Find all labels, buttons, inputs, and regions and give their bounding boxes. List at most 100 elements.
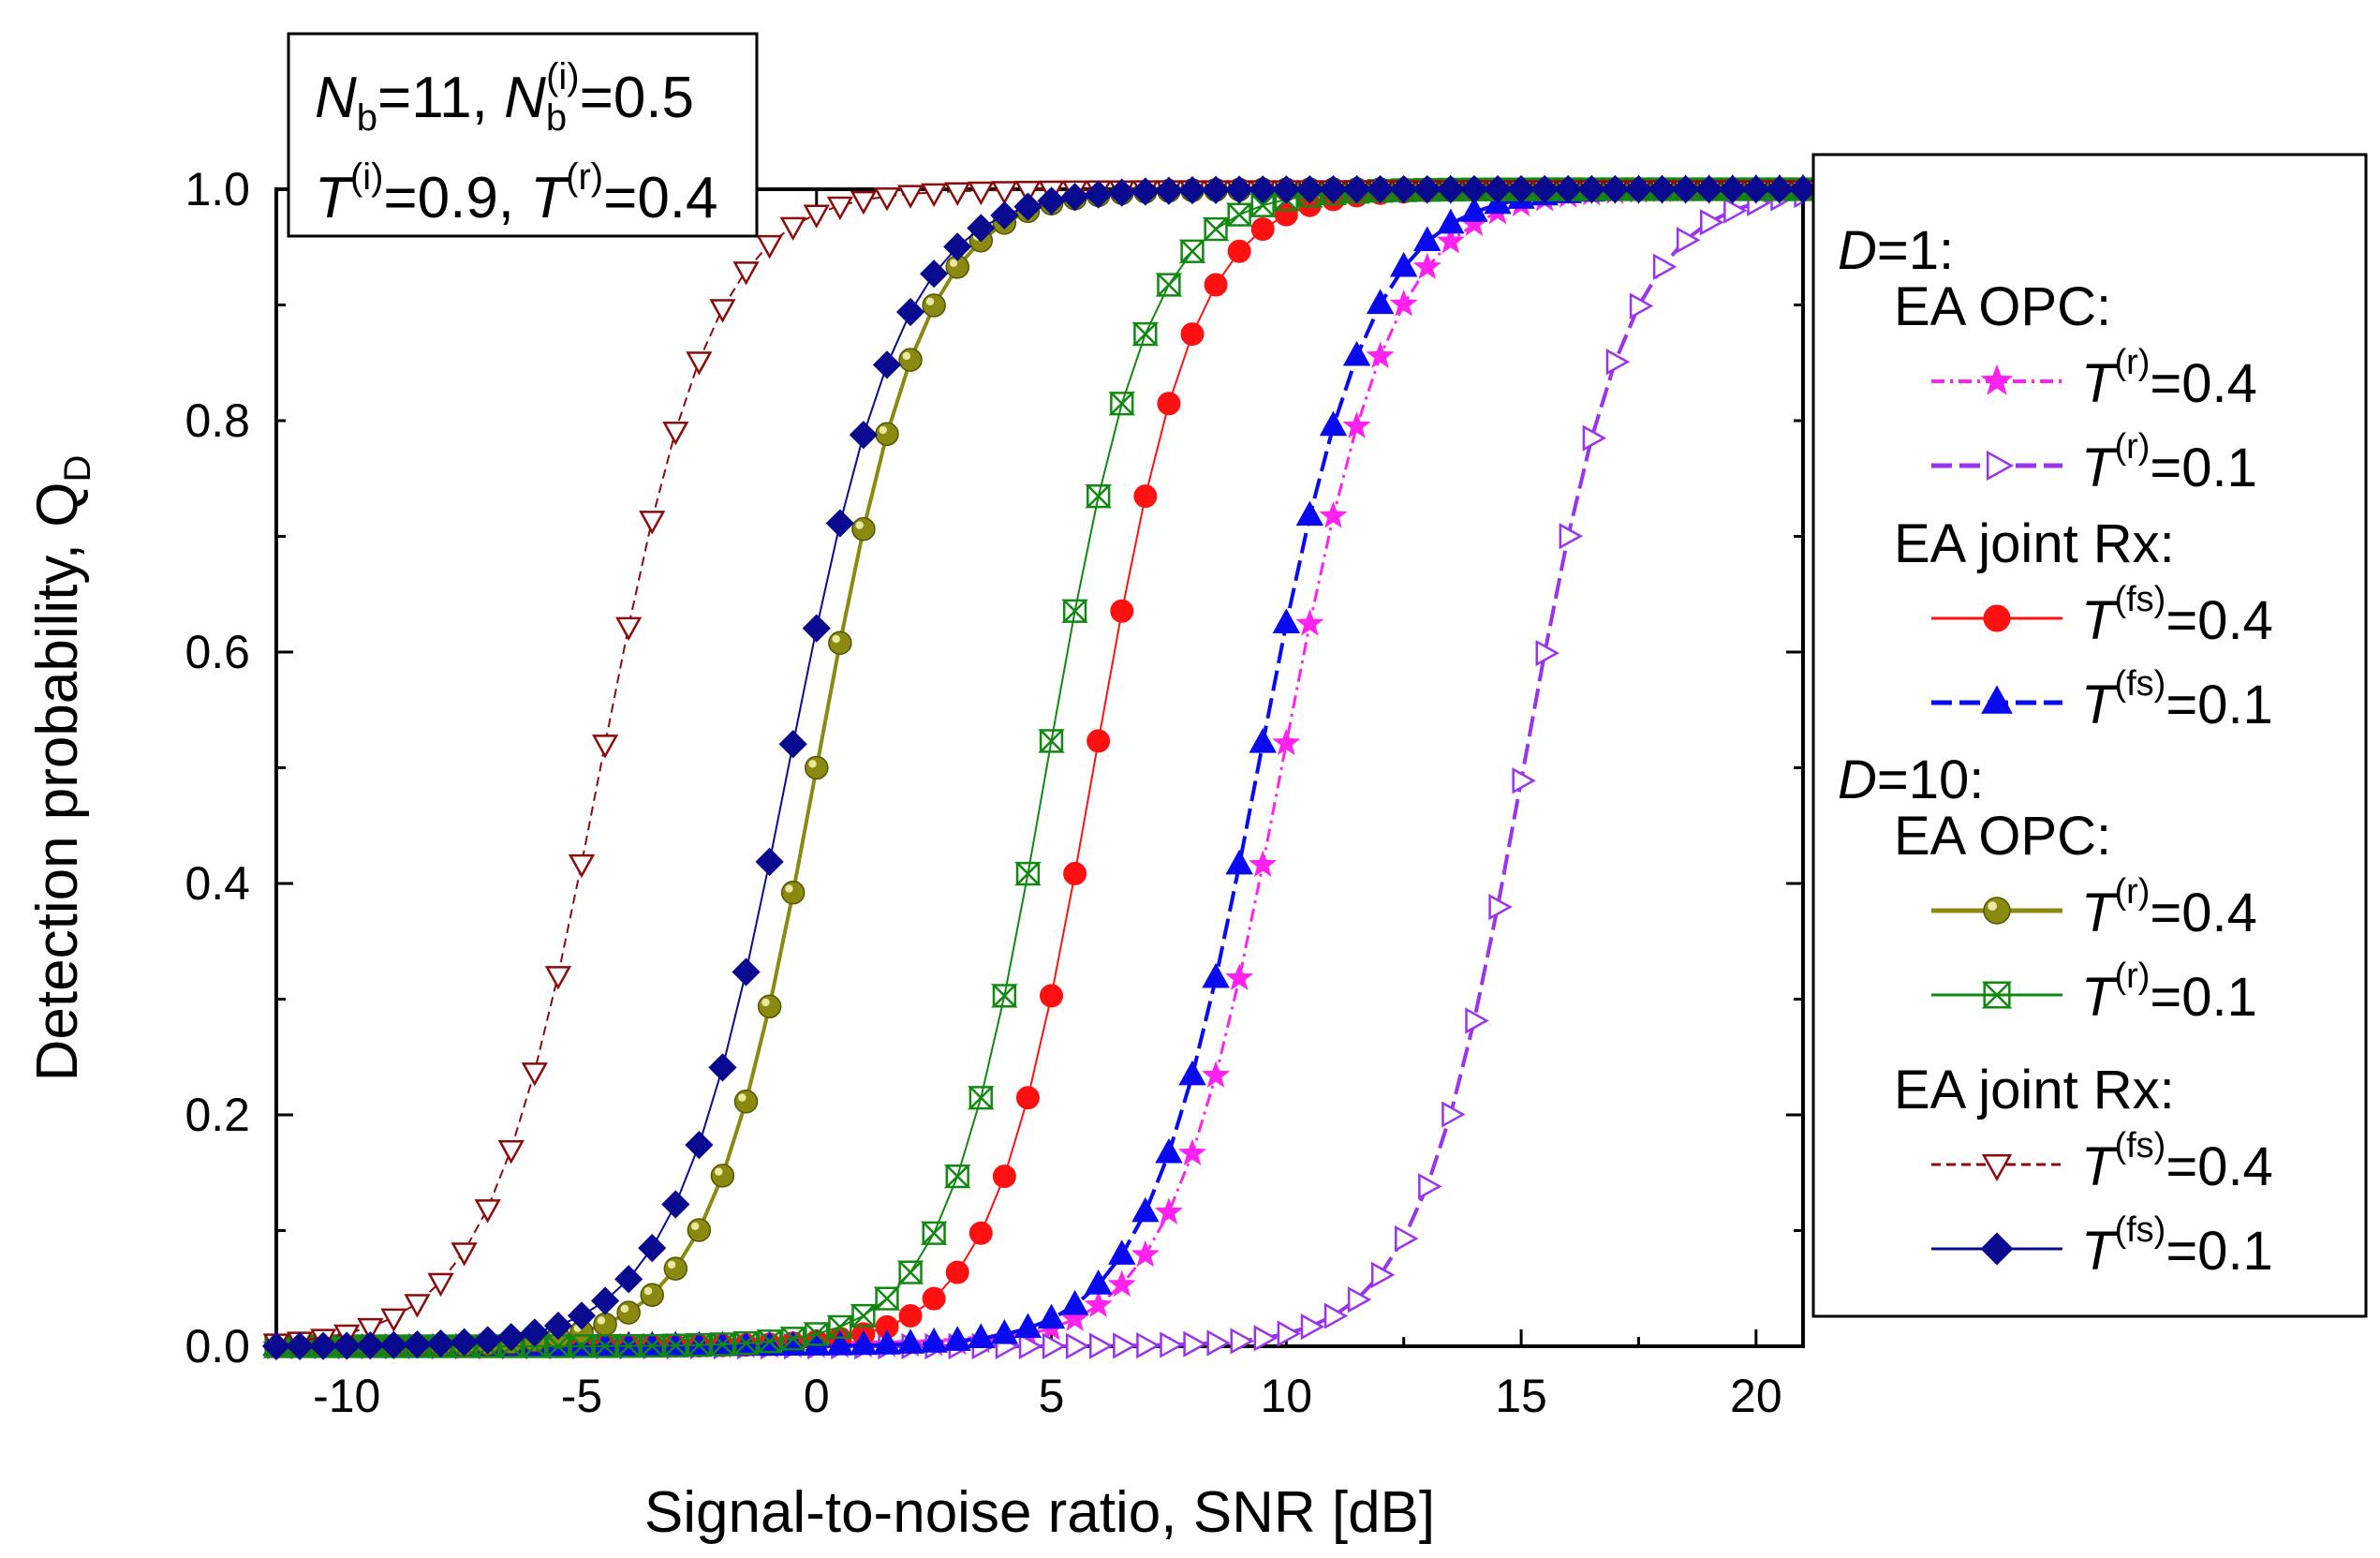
data-point	[732, 1331, 760, 1356]
legend-label: T(fs)=0.1	[2081, 664, 2273, 735]
data-point	[1013, 192, 1042, 221]
data-point	[1085, 484, 1113, 509]
legend-entry-d10_opc_04: T(r)=0.4	[1931, 872, 2257, 943]
data-point	[543, 1312, 573, 1341]
data-point	[1648, 174, 1677, 204]
data-point	[1441, 1101, 1466, 1128]
data-point	[1601, 174, 1630, 204]
data-point	[1319, 501, 1348, 528]
data-point	[1437, 208, 1465, 234]
data-point	[1155, 273, 1183, 297]
legend-label: T(fs)=0.1	[2081, 1210, 2273, 1282]
data-point	[1065, 1332, 1090, 1359]
data-point	[520, 1318, 549, 1347]
y-axis-title: Detection probability, QD	[25, 455, 98, 1082]
data-point	[898, 348, 923, 372]
data-point	[872, 350, 902, 379]
data-point	[473, 1326, 502, 1355]
data-point	[1366, 289, 1395, 315]
data-point	[1087, 729, 1111, 753]
data-point	[450, 1328, 479, 1357]
data-point	[1300, 1313, 1325, 1341]
data-point	[875, 422, 899, 446]
data-point	[356, 1331, 385, 1360]
data-point	[1765, 174, 1795, 204]
data-point	[1366, 174, 1395, 204]
data-point	[778, 730, 807, 759]
data-point	[1741, 174, 1770, 204]
data-point	[426, 1329, 455, 1358]
legend-marker	[1981, 1153, 2013, 1181]
data-point	[1413, 226, 1441, 252]
data-point	[427, 1272, 454, 1298]
data-point	[1131, 1239, 1160, 1268]
data-point	[1063, 862, 1087, 886]
data-point	[1723, 197, 1748, 224]
data-point	[1389, 251, 1418, 277]
data-point	[1155, 1137, 1183, 1164]
data-point	[615, 616, 643, 642]
data-point	[1370, 1261, 1396, 1289]
data-point	[1347, 1286, 1372, 1313]
legend-entries: T(r)=0.4 T(r)=0.1 T(fs)=0.4 T(fs)=0.1 T(r)=0…	[1931, 343, 2273, 1282]
data-point	[1436, 174, 1465, 204]
data-point	[1183, 1330, 1207, 1358]
data-point	[1014, 180, 1042, 205]
data-point	[261, 1331, 291, 1360]
data-point	[920, 1328, 948, 1353]
data-point	[898, 1304, 923, 1328]
data-point	[1250, 217, 1275, 242]
data-point	[614, 1265, 643, 1294]
data-point	[709, 299, 736, 323]
legend-label: T(r)=0.4	[2081, 872, 2257, 943]
data-point	[733, 1090, 759, 1114]
data-point	[780, 881, 806, 905]
legend-label: T(fs)=0.4	[2081, 1126, 2273, 1197]
data-point	[990, 200, 1019, 230]
data-point	[1342, 174, 1371, 204]
data-point	[1418, 1173, 1442, 1200]
data-point	[1577, 174, 1606, 204]
data-point	[614, 1330, 643, 1357]
y-tick-label: 0.8	[185, 394, 250, 447]
legend-marker	[1980, 1232, 2014, 1266]
data-point	[1412, 252, 1441, 280]
data-point	[922, 1286, 946, 1311]
data-point	[1249, 727, 1277, 753]
x-tick-label: 15	[1495, 1370, 1547, 1422]
data-point	[662, 421, 689, 446]
data-point	[802, 614, 831, 643]
data-point	[685, 1130, 714, 1160]
data-point	[1084, 1269, 1113, 1295]
data-point	[1084, 1290, 1113, 1318]
data-point	[1554, 174, 1583, 204]
x-tick-label: -10	[313, 1370, 380, 1422]
data-point	[756, 234, 783, 260]
data-point	[828, 631, 852, 655]
data-point	[1488, 894, 1513, 921]
data-point	[873, 1286, 901, 1311]
x-tick-label: 5	[1039, 1370, 1065, 1422]
data-point	[1227, 239, 1251, 263]
y-tick-label: 1.0	[185, 163, 250, 215]
data-point	[1249, 850, 1278, 877]
data-point	[379, 1330, 408, 1359]
x-tick-label: 0	[804, 1370, 830, 1422]
data-point	[661, 1333, 689, 1358]
legend-entry-d10_opc_01: T(r)=0.1	[1931, 957, 2257, 1028]
data-point	[1131, 321, 1160, 347]
data-point	[1113, 1332, 1137, 1359]
data-point	[568, 1334, 596, 1358]
data-point	[1154, 1197, 1183, 1224]
data-point	[1295, 608, 1324, 636]
data-point	[803, 204, 830, 229]
data-point	[1342, 340, 1371, 366]
data-point	[756, 1329, 784, 1354]
data-point	[896, 185, 924, 209]
data-point	[1295, 175, 1324, 204]
data-point	[1700, 209, 1724, 236]
data-point	[990, 1319, 1019, 1344]
data-point	[1530, 174, 1560, 204]
data-point	[1133, 484, 1158, 509]
legend-entry-d1_joint_04: T(fs)=0.4	[1931, 580, 2273, 651]
